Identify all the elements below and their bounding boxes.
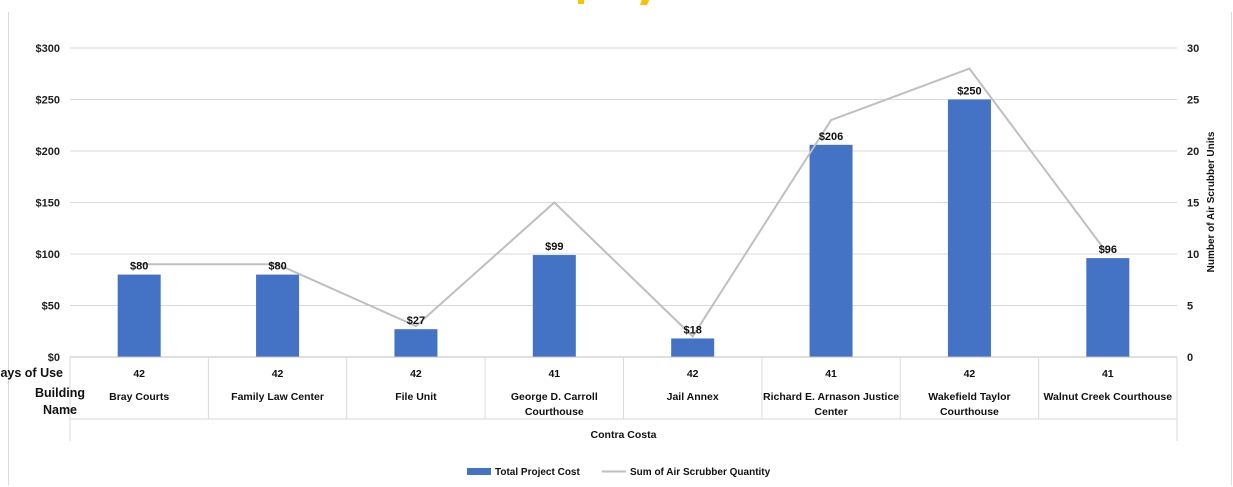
days-of-use-value: 42 [410,368,422,380]
building-name-label: Courthouse [940,406,999,418]
days-of-use-value: 42 [272,368,284,380]
building-name-label: George D. Carroll [511,391,598,403]
bar-data-label: $206 [819,131,843,143]
building-name-label: Bray Courts [109,391,169,403]
category-table: 42 Bray Courts 42 Family Law Center 42 File U… [0,356,1178,441]
title-fragment [578,0,650,5]
y-left-tick-label: $250 [36,95,60,107]
bar [947,99,991,357]
days-of-use-value: 42 [133,368,145,380]
bar-data-label: $99 [545,241,563,253]
bar-data-label: $18 [684,324,702,336]
building-name-label: Jail Annex [667,391,719,403]
series-line [139,67,1109,338]
bar [532,255,576,357]
y-right-tick-label: 5 [1187,301,1193,313]
bar [117,274,161,357]
bar [671,338,715,357]
chart-frame [8,12,1232,485]
building-name-label: Richard E. Arnason Justice [763,391,899,403]
days-of-use-value: 42 [964,368,976,380]
bar-data-label: $27 [407,315,425,327]
y-right-tick-label: 30 [1187,43,1199,55]
building-name-label: File Unit [395,391,437,403]
y-left-tick-label: $0 [48,352,60,364]
y-right-tick-label: 0 [1187,352,1193,364]
title-glyph-right [640,0,650,5]
days-of-use-value: 41 [548,368,560,380]
building-name-label: Walnut Creek Courthouse [1044,391,1173,403]
y-left-tick-label: $150 [36,198,60,210]
bar [394,329,438,357]
legend-label-bar: Total Project Cost [495,467,580,478]
y-left-tick-label: $50 [42,301,60,313]
bar-data-label: $96 [1099,244,1117,256]
line-air-scrubber-quantity [139,67,1109,338]
legend-swatch-bar [467,468,491,475]
bar-data-label: $80 [268,261,286,273]
y-axis-left: $0 $50 $100 $150 $200 $250 $300 [36,43,60,364]
y-axis-right: 0 5 10 15 20 25 30 [1187,43,1199,364]
title-glyph-left [578,0,584,4]
days-of-use-value: 41 [1102,368,1114,380]
y-right-tick-label: 25 [1187,95,1199,107]
y-right-tick-label: 10 [1187,249,1199,261]
y-left-tick-label: $200 [36,146,60,158]
gridlines [70,47,1177,358]
bars-total-project-cost [117,99,1130,357]
legend-label-line: Sum of Air Scrubber Quantity [630,467,771,478]
building-name-label: Wakefield Taylor [928,391,1010,403]
building-name-label: Courthouse [525,406,584,418]
building-name-label: Center [814,406,847,418]
y-left-tick-label: $300 [36,43,60,55]
legend: Total Project Cost Sum of Air Scrubber Qu… [467,467,771,478]
days-of-use-value: 41 [825,368,837,380]
row-header-name: Name [43,403,77,417]
bar [1086,258,1130,357]
y-right-tick-label: 20 [1187,146,1199,158]
y-right-tick-label: 15 [1187,198,1199,210]
bar-data-label: $250 [957,86,981,98]
bar-data-labels: $80 $80 $27 $99 $18 $206 $250 $96 [130,86,1117,337]
days-of-use-value: 42 [687,368,699,380]
bar-data-label: $80 [130,261,148,273]
y-left-tick-label: $100 [36,249,60,261]
bar [256,274,300,357]
y-axis-right-label: Number of Air Scrubber Units [1206,131,1217,272]
group-label: Contra Costa [591,429,657,441]
row-header-building: Building [35,386,85,400]
bar [809,144,853,357]
row-header-days: Days of Use [0,366,63,380]
building-name-label: Family Law Center [231,391,324,403]
